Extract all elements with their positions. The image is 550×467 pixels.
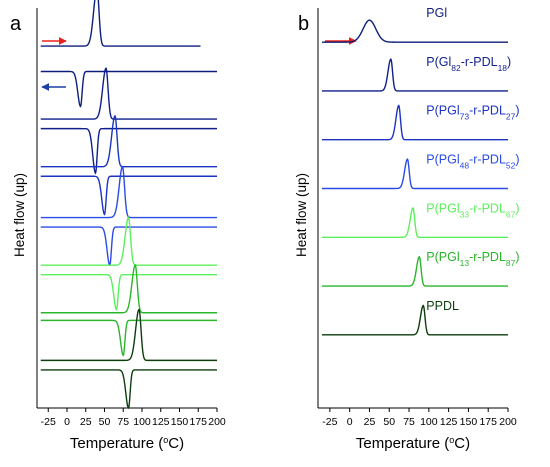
x-tick-label: 75 — [403, 416, 415, 428]
x-tick-label: 50 — [99, 416, 111, 428]
x-tick-label: -25 — [322, 416, 337, 428]
series-label: P(PGl48-r-PDL52) — [426, 152, 519, 170]
x-tick-label: 0 — [347, 416, 353, 428]
dsc-curve — [40, 216, 217, 266]
panel-b-chart: b -25 0 25 50 75 100 125 150 175 200 Temperature (o… — [294, 6, 520, 452]
x-tick-label: -25 — [41, 416, 56, 428]
dsc-curve — [40, 308, 217, 362]
x-tick-label: 50 — [383, 416, 395, 428]
dsc-curve — [40, 127, 217, 175]
series-label: PGl — [426, 6, 447, 20]
panel-letter: a — [10, 13, 22, 35]
x-tick-label: 175 — [479, 416, 497, 428]
dsc-curve — [40, 264, 217, 314]
x-tick-label: 0 — [64, 416, 70, 428]
dsc-curve — [321, 206, 508, 238]
series-label: P(PGl13-r-PDL87) — [426, 250, 519, 268]
dsc-curve — [40, 70, 217, 108]
dsc-curve — [40, 114, 217, 168]
x-tick-label: 150 — [171, 416, 189, 428]
dsc-curve — [40, 165, 217, 219]
dsc-curve — [321, 304, 508, 336]
dsc-curve — [40, 319, 217, 357]
panel-a-chart: a -25 0 25 50 75 100 125 150 175 200 Temperature (o… — [10, 0, 226, 452]
dsc-curve — [40, 0, 201, 47]
dsc-curve — [321, 58, 508, 92]
x-tick-label: 175 — [189, 416, 207, 428]
x-tick-label: 25 — [80, 416, 92, 428]
x-tick-label: 100 — [133, 416, 151, 428]
dsc-curve — [40, 175, 217, 216]
x-tick-label: 200 — [499, 416, 517, 428]
series-label: PPDL — [426, 299, 459, 313]
series-label: P(PGl73-r-PDL27) — [426, 104, 519, 122]
series-label: P(PGl33-r-PDL67) — [426, 201, 519, 219]
x-tick-label: 125 — [152, 416, 170, 428]
dsc-curve — [321, 158, 508, 190]
dsc-curve — [321, 19, 508, 43]
panel-letter: b — [298, 13, 309, 35]
y-axis-title: Heat flow (up) — [294, 173, 309, 257]
dsc-curve — [321, 255, 508, 287]
x-tick-label: 125 — [440, 416, 458, 428]
x-tick-label: 150 — [460, 416, 478, 428]
x-tick-label: 75 — [117, 416, 129, 428]
dsc-curve — [321, 104, 508, 141]
y-axis-title: Heat flow (up) — [12, 173, 27, 257]
dsc-curve — [40, 273, 217, 311]
x-axis-title: Temperature (oC) — [70, 435, 184, 452]
x-axis-title: Temperature (oC) — [356, 435, 470, 452]
x-tick-label: 100 — [420, 416, 438, 428]
x-tick-label: 25 — [364, 416, 376, 428]
dsc-curve — [40, 226, 217, 267]
series-label: P(Gl82-r-PDL18) — [426, 55, 511, 73]
dsc-curve — [40, 67, 217, 120]
dsc-curve — [40, 369, 217, 410]
x-tick-label: 200 — [208, 416, 226, 428]
